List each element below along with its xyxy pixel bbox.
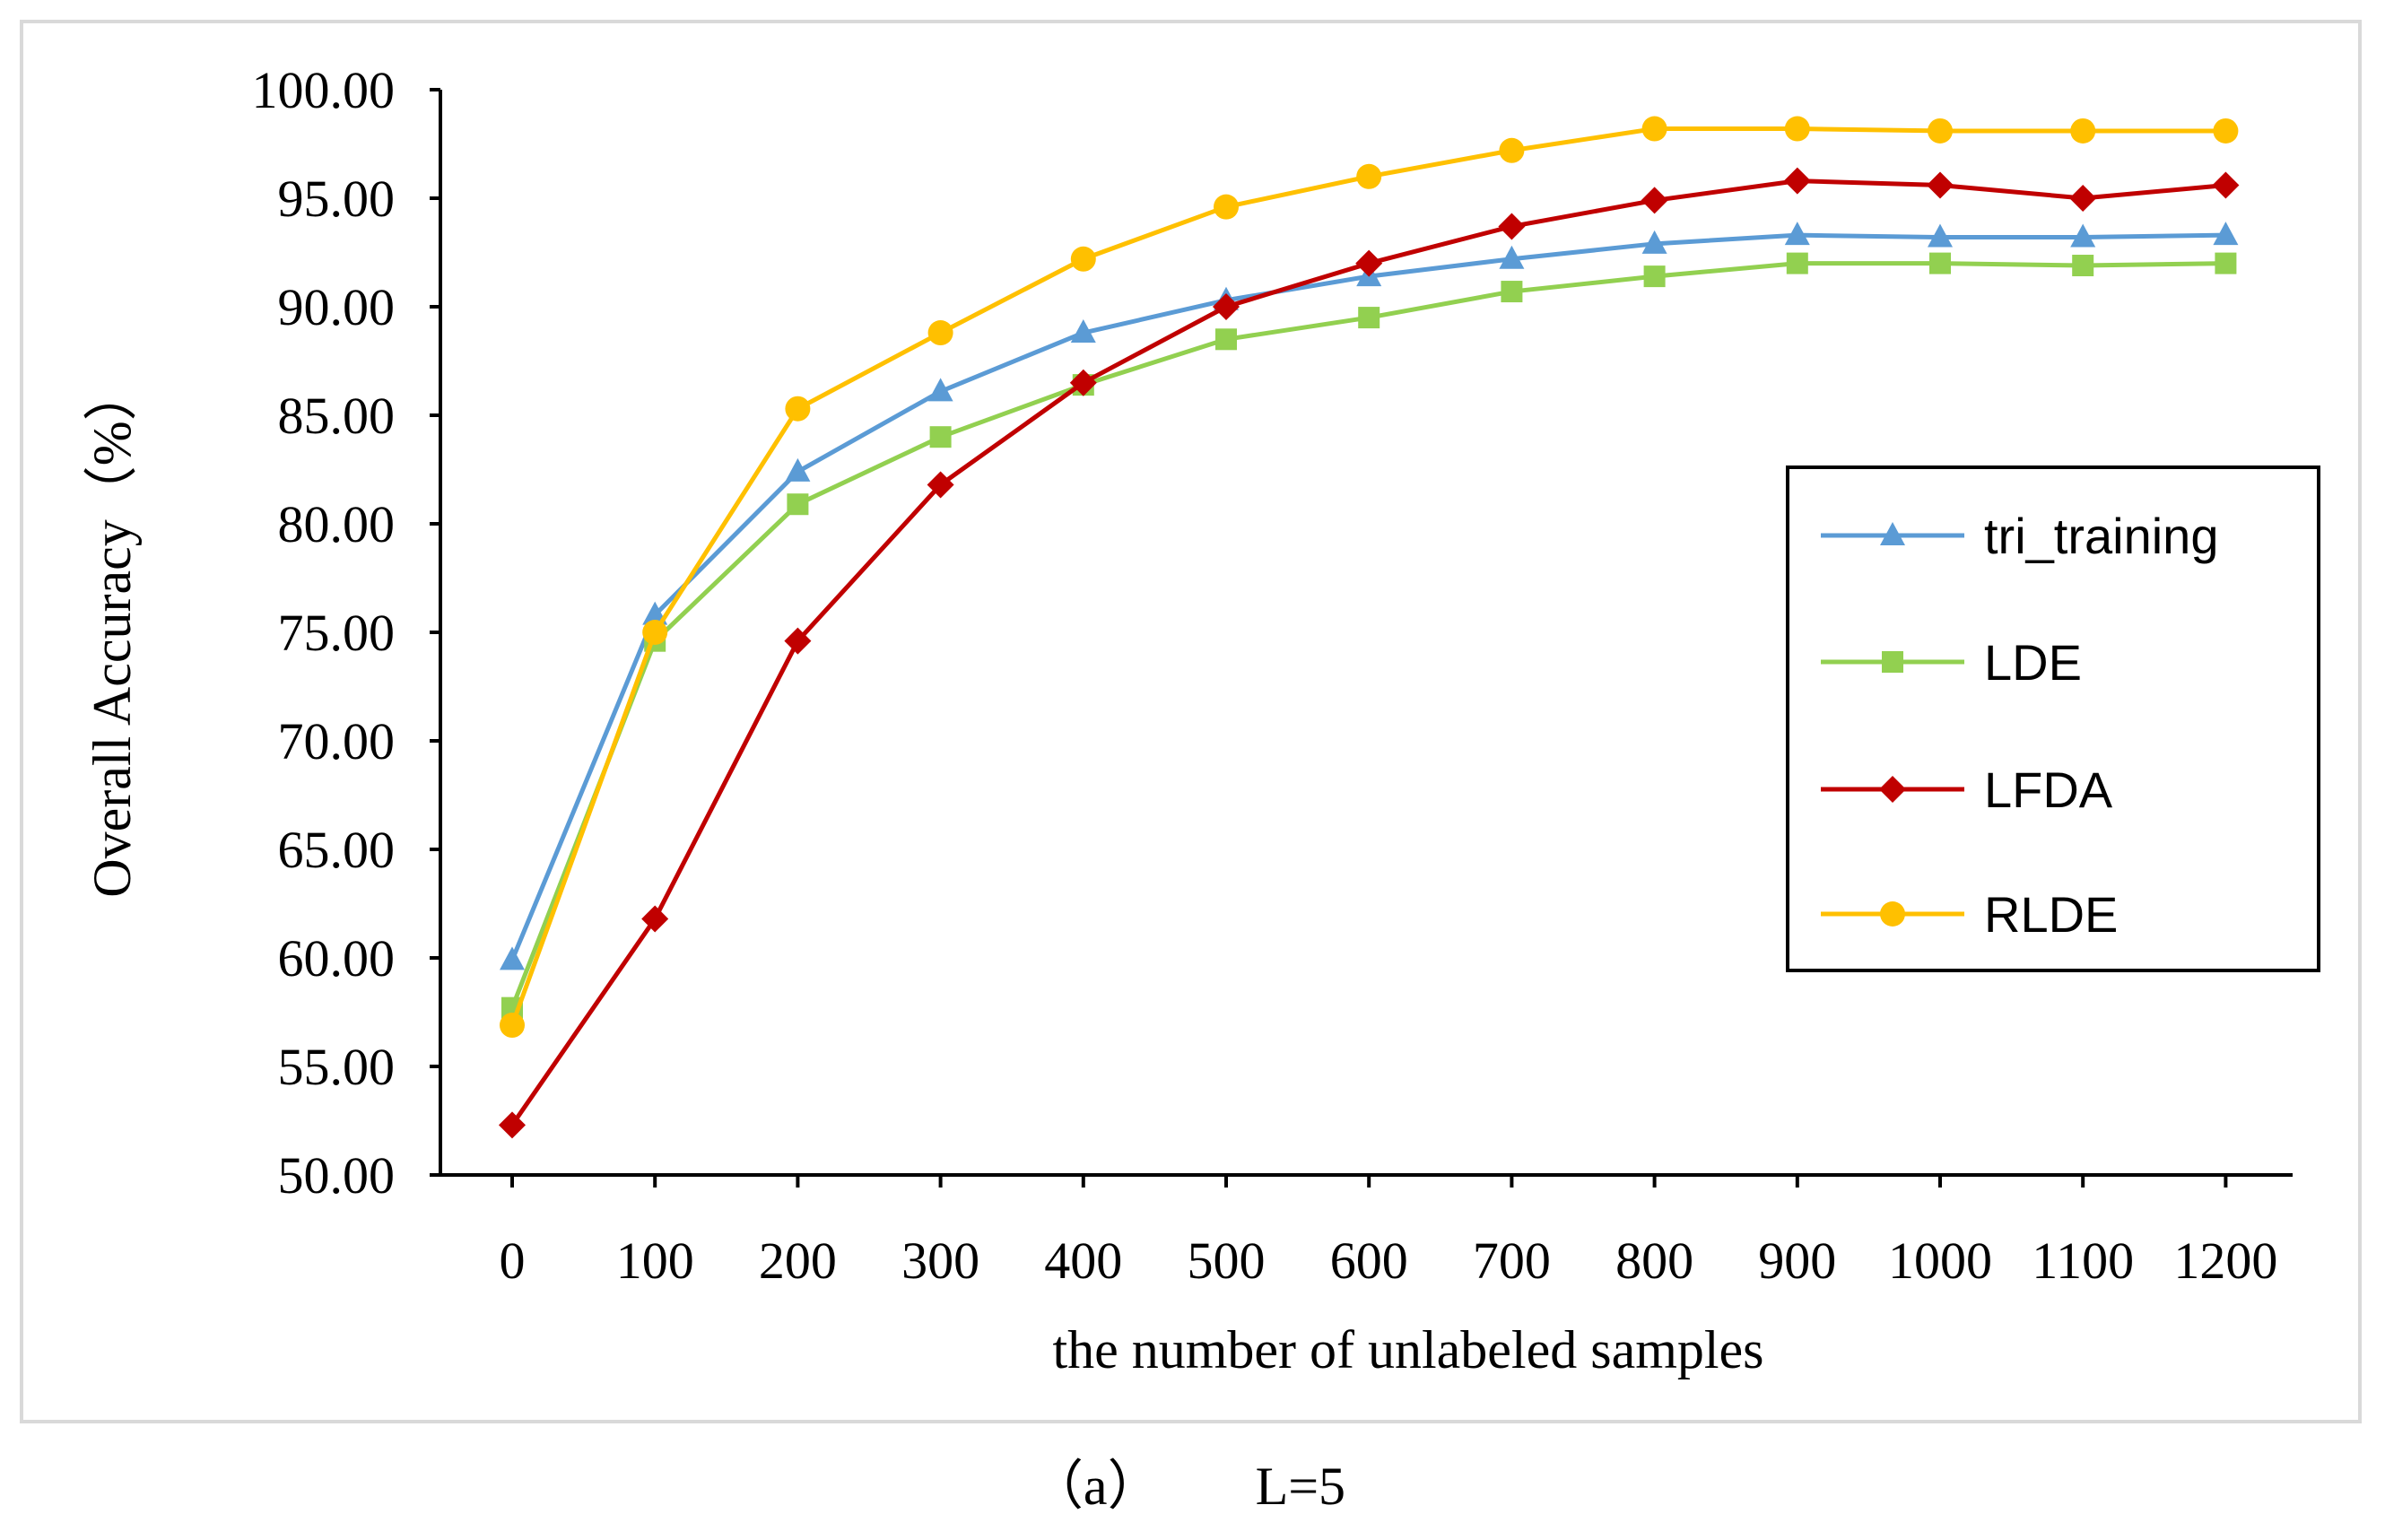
legend-box xyxy=(1786,465,2320,972)
data-point-rlde xyxy=(2070,117,2096,144)
data-point-rlde xyxy=(785,396,811,422)
x-tick-label: 200 xyxy=(759,1231,837,1290)
y-tick-label: 95.00 xyxy=(278,170,396,228)
legend-marker-tri-training xyxy=(1880,522,1905,545)
data-point-tri-training xyxy=(785,457,811,482)
y-tick-label: 90.00 xyxy=(278,278,396,336)
data-point-rlde xyxy=(642,620,668,645)
y-tick-label: 55.00 xyxy=(278,1038,396,1096)
data-point-lfda xyxy=(2069,185,2097,212)
x-tick-label: 0 xyxy=(500,1231,526,1290)
y-tick-label: 50.00 xyxy=(278,1146,396,1205)
data-point-lde xyxy=(787,493,809,516)
x-tick-label: 300 xyxy=(901,1231,979,1290)
data-point-lde xyxy=(929,426,952,448)
y-tick-label: 75.00 xyxy=(278,604,396,662)
series-rlde xyxy=(500,116,2239,1039)
legend-marker-rlde xyxy=(1880,901,1905,927)
data-point-tri-training xyxy=(2213,222,2239,246)
series-lfda xyxy=(499,167,2240,1139)
data-point-lde xyxy=(1929,252,1951,274)
x-tick-label: 500 xyxy=(1188,1231,1266,1290)
figure-caption: （a） L=5 xyxy=(1030,1457,1345,1516)
x-tick-label: 1200 xyxy=(2173,1231,2277,1290)
data-point-lfda xyxy=(641,905,669,933)
y-tick-label: 80.00 xyxy=(278,495,396,553)
data-point-tri-training xyxy=(1928,223,1953,248)
data-point-lfda xyxy=(1783,167,1811,195)
y-ticks: 50.00 55.00 60.00 65.00 70.00 75.00 80.00 85.00… xyxy=(252,61,440,1205)
y-axis-title: Overall Accuracy（%） xyxy=(83,367,142,897)
y-tick-label: 70.00 xyxy=(278,712,396,770)
data-point-lde xyxy=(1501,281,1523,303)
legend-label-tri-training: tri_training xyxy=(1984,508,2218,564)
y-tick-label: 65.00 xyxy=(278,821,396,879)
data-point-tri-training xyxy=(1784,222,1810,246)
x-tick-label: 600 xyxy=(1330,1231,1408,1290)
data-point-rlde xyxy=(1499,137,1525,163)
data-point-lfda xyxy=(1641,187,1668,214)
x-tick-label: 900 xyxy=(1758,1231,1836,1290)
x-tick-label: 1000 xyxy=(1888,1231,1992,1290)
data-point-rlde xyxy=(1356,163,1382,189)
legend-marker-lfda xyxy=(1879,776,1906,803)
data-point-rlde xyxy=(1214,194,1239,220)
x-tick-label: 400 xyxy=(1044,1231,1122,1290)
legend-label-lfda: LFDA xyxy=(1984,761,2113,818)
data-point-tri-training xyxy=(927,378,953,402)
data-point-rlde xyxy=(1784,116,1810,142)
legend: tri_training LDE LFDA RLDE xyxy=(1786,465,2320,972)
data-point-lfda xyxy=(1069,369,1097,396)
data-point-rlde xyxy=(927,320,953,346)
data-point-lde xyxy=(2072,255,2094,277)
data-point-lfda xyxy=(2212,171,2240,199)
data-point-lde xyxy=(2215,252,2237,274)
data-point-tri-training xyxy=(1070,319,1096,344)
data-point-tri-training xyxy=(1641,230,1667,254)
x-axis-title: the number of unlabeled samples xyxy=(1052,1320,1763,1379)
x-tick-label: 700 xyxy=(1473,1231,1551,1290)
data-point-lfda xyxy=(499,1111,526,1139)
data-point-lfda xyxy=(1498,213,1526,240)
data-point-rlde xyxy=(1070,246,1096,272)
data-point-lde xyxy=(1786,252,1808,274)
y-tick-label: 100.00 xyxy=(252,61,396,119)
data-point-lde xyxy=(1215,328,1237,351)
data-point-tri-training xyxy=(1499,245,1525,269)
data-point-lfda xyxy=(927,471,954,499)
x-tick-label: 800 xyxy=(1615,1231,1693,1290)
legend-marker-lde xyxy=(1882,651,1903,673)
data-point-lfda xyxy=(1355,249,1383,277)
data-point-lfda xyxy=(1213,293,1240,320)
data-point-lfda xyxy=(1927,171,1954,199)
data-point-lde xyxy=(1358,307,1380,329)
data-point-lde xyxy=(1643,265,1666,288)
legend-label-lde: LDE xyxy=(1984,634,2082,691)
data-point-lfda xyxy=(784,627,812,655)
y-tick-label: 85.00 xyxy=(278,387,396,445)
legend-label-rlde: RLDE xyxy=(1984,886,2118,943)
data-point-tri-training xyxy=(2070,223,2096,248)
x-tick-label: 100 xyxy=(616,1231,694,1290)
data-point-rlde xyxy=(500,1013,525,1039)
x-tick-label: 1100 xyxy=(2032,1231,2134,1290)
data-point-rlde xyxy=(1928,117,1953,144)
y-tick-label: 60.00 xyxy=(278,929,396,988)
x-ticks: 0 100 200 300 400 500 600 700 800 900 1000 1100 1200 xyxy=(500,1175,2277,1290)
data-point-tri-training xyxy=(500,946,525,970)
data-point-rlde xyxy=(2213,117,2239,144)
data-point-rlde xyxy=(1641,116,1667,142)
series-layer xyxy=(499,116,2240,1139)
